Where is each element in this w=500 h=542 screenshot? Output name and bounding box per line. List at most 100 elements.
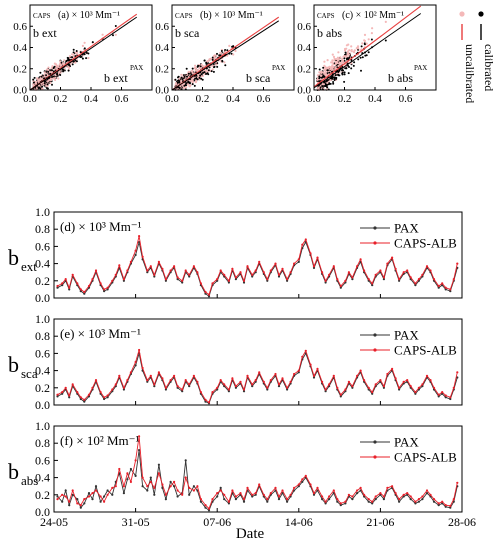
y-tick-label: 0.4 bbox=[35, 471, 50, 485]
series-point-pax bbox=[153, 493, 156, 496]
series-point-pax bbox=[251, 275, 254, 278]
point-uncalibrated bbox=[57, 77, 60, 80]
point-calibrated bbox=[201, 78, 204, 81]
series-point-pax bbox=[402, 495, 405, 498]
timeseries-panels: 0.00.20.40.60.81.0(d) × 10³ Mm⁻¹b extPAXC… bbox=[8, 205, 476, 529]
series-point-caps-alb bbox=[129, 260, 132, 263]
point-calibrated bbox=[185, 67, 188, 70]
series-point-pax bbox=[437, 286, 440, 289]
point-uncalibrated bbox=[60, 64, 63, 67]
point-calibrated bbox=[83, 47, 86, 50]
point-calibrated bbox=[321, 85, 324, 88]
scatter-points-1 bbox=[174, 44, 237, 91]
series-point-pax bbox=[374, 498, 377, 501]
y-tick-label: 0.2 bbox=[13, 63, 27, 75]
series-point-caps-alb bbox=[382, 495, 385, 498]
series-point-pax bbox=[417, 500, 420, 503]
series-point-pax bbox=[398, 500, 401, 503]
series-point-pax bbox=[371, 502, 374, 505]
series-point-pax bbox=[251, 385, 254, 388]
series-point-pax bbox=[196, 489, 199, 492]
point-uncalibrated bbox=[74, 51, 77, 54]
series-point-caps-alb bbox=[68, 286, 71, 289]
series-point-caps-alb bbox=[394, 267, 397, 270]
y-tick-label: 0.4 bbox=[155, 42, 169, 54]
point-uncalibrated bbox=[36, 77, 39, 80]
series-point-pax bbox=[91, 498, 94, 501]
point-uncalibrated bbox=[341, 62, 344, 65]
y-tick-label: 0.2 bbox=[35, 381, 50, 395]
series-point-caps-alb bbox=[328, 273, 331, 276]
series-point-pax bbox=[234, 498, 237, 501]
series-point-pax bbox=[157, 463, 160, 466]
series-line-caps-alb bbox=[57, 235, 458, 296]
y-tick-label: 1.0 bbox=[35, 419, 50, 433]
series-point-caps-alb bbox=[332, 265, 335, 268]
y-tick-label: 0.6 bbox=[35, 346, 50, 360]
series-point-pax bbox=[192, 485, 195, 488]
point-calibrated bbox=[72, 51, 75, 54]
series-point-caps-alb bbox=[106, 286, 109, 289]
series-point-caps-alb bbox=[286, 498, 289, 501]
point-calibrated bbox=[347, 64, 349, 67]
series-point-pax bbox=[277, 275, 281, 278]
series-point-pax bbox=[153, 385, 156, 388]
series-point-caps-alb bbox=[421, 273, 424, 276]
point-uncalibrated bbox=[182, 86, 186, 90]
series-point-pax bbox=[56, 286, 59, 289]
series-point-caps-alb bbox=[391, 367, 394, 370]
series-point-caps-alb bbox=[386, 372, 389, 376]
series-point-pax bbox=[68, 288, 71, 291]
series-point-caps-alb bbox=[161, 483, 164, 486]
series-point-pax bbox=[153, 275, 156, 278]
series-point-caps-alb bbox=[449, 504, 452, 508]
panel-unit-label: (d) × 10³ Mm⁻¹ bbox=[60, 219, 142, 234]
series-point-pax bbox=[106, 288, 109, 291]
series-point-pax bbox=[227, 390, 230, 393]
series-point-caps-alb bbox=[289, 271, 292, 274]
point-calibrated bbox=[333, 76, 336, 79]
y-tick-label: 0.6 bbox=[35, 453, 50, 467]
point-calibrated bbox=[205, 73, 207, 75]
point-calibrated bbox=[339, 59, 342, 62]
x-axis-title: Date bbox=[236, 526, 265, 542]
point-calibrated bbox=[65, 60, 68, 63]
series-point-caps-alb bbox=[324, 279, 327, 282]
series-point-pax bbox=[312, 266, 316, 269]
series-point-pax bbox=[207, 509, 211, 512]
series-point-caps-alb bbox=[239, 492, 242, 495]
series-point-pax bbox=[216, 279, 219, 282]
fit-line-calibrated bbox=[29, 16, 138, 91]
point-calibrated bbox=[112, 34, 114, 37]
point-calibrated bbox=[71, 63, 74, 66]
point-calibrated bbox=[348, 56, 351, 59]
point-uncalibrated bbox=[328, 65, 331, 68]
series-point-caps-alb bbox=[161, 267, 164, 270]
series-point-caps-alb bbox=[262, 380, 265, 383]
point-calibrated bbox=[216, 52, 218, 55]
series-point-pax bbox=[146, 380, 149, 383]
series-point-caps-alb bbox=[398, 498, 401, 501]
series-point-pax bbox=[56, 395, 59, 398]
point-calibrated bbox=[191, 67, 194, 70]
point-uncalibrated bbox=[41, 87, 44, 90]
series-point-pax bbox=[254, 493, 257, 496]
series-point-caps-alb bbox=[414, 391, 417, 394]
point-uncalibrated bbox=[213, 55, 216, 59]
y-tick-label: 0.6 bbox=[155, 21, 169, 33]
series-point-caps-alb bbox=[149, 480, 152, 483]
series-point-caps-alb bbox=[293, 486, 296, 489]
series-point-caps-alb bbox=[199, 391, 202, 394]
series-point-caps-alb bbox=[441, 500, 444, 503]
legend-label-caps-alb: CAPS-ALB bbox=[394, 236, 457, 251]
series-point-pax bbox=[312, 493, 316, 496]
point-calibrated bbox=[331, 75, 334, 78]
point-calibrated bbox=[231, 45, 234, 48]
series-point-pax bbox=[363, 495, 366, 498]
point-uncalibrated bbox=[363, 33, 367, 37]
point-calibrated bbox=[216, 65, 219, 68]
series-point-caps-alb bbox=[452, 498, 455, 501]
x-label-superscript: PAX bbox=[130, 64, 143, 72]
series-point-caps-alb bbox=[251, 493, 254, 496]
series-point-caps-alb bbox=[207, 401, 211, 404]
